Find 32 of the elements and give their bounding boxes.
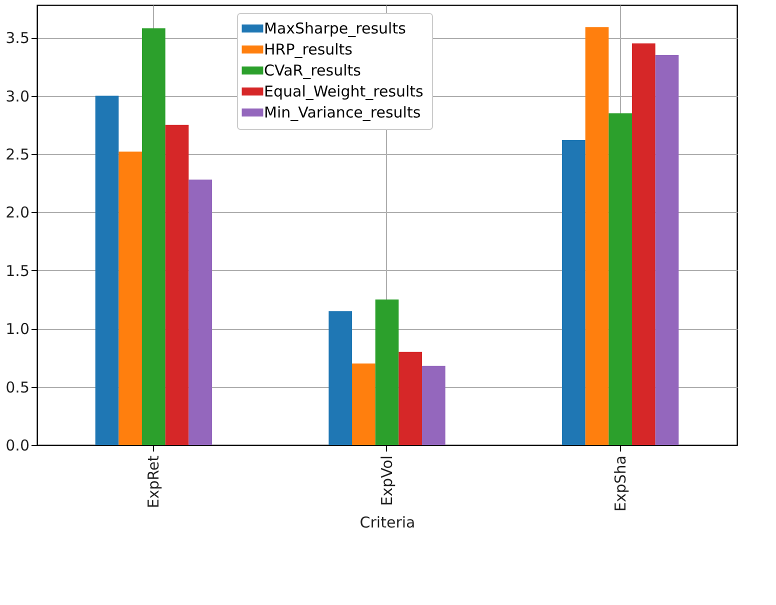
bar [95,96,119,445]
bar [375,299,399,445]
x-tick-label: ExpSha [611,456,630,512]
y-tick-label: 3.5 [6,29,30,48]
bar [608,113,632,445]
x-tick-label: ExpVol [378,456,396,506]
bar [398,352,422,445]
bar [328,311,352,445]
bar [142,28,166,445]
bar [165,124,189,445]
legend-label: Equal_Weight_results [264,82,424,100]
bar [585,27,609,445]
bar [422,366,446,445]
x-axis-title: Criteria [360,514,416,532]
bar [562,140,586,445]
legend-label: MaxSharpe_results [264,20,406,38]
legend-label: CVaR_results [264,62,362,80]
y-tick-label: 1.0 [6,320,30,338]
y-tick-label: 0.5 [6,378,30,396]
legend-label: HRP_results [264,40,353,58]
bar [655,55,679,445]
y-tick-label: 1.5 [6,262,30,280]
legend-label: Min_Variance_results [264,104,421,122]
bar [352,364,376,445]
x-tick-label: ExpRet [144,455,163,508]
bar [632,43,656,445]
bar [118,152,142,445]
y-tick-label: 2.0 [6,204,30,222]
bar [188,180,212,445]
y-tick-label: 0.0 [6,436,30,454]
y-tick-label: 2.5 [6,145,30,164]
y-tick-label: 3.0 [6,87,30,106]
